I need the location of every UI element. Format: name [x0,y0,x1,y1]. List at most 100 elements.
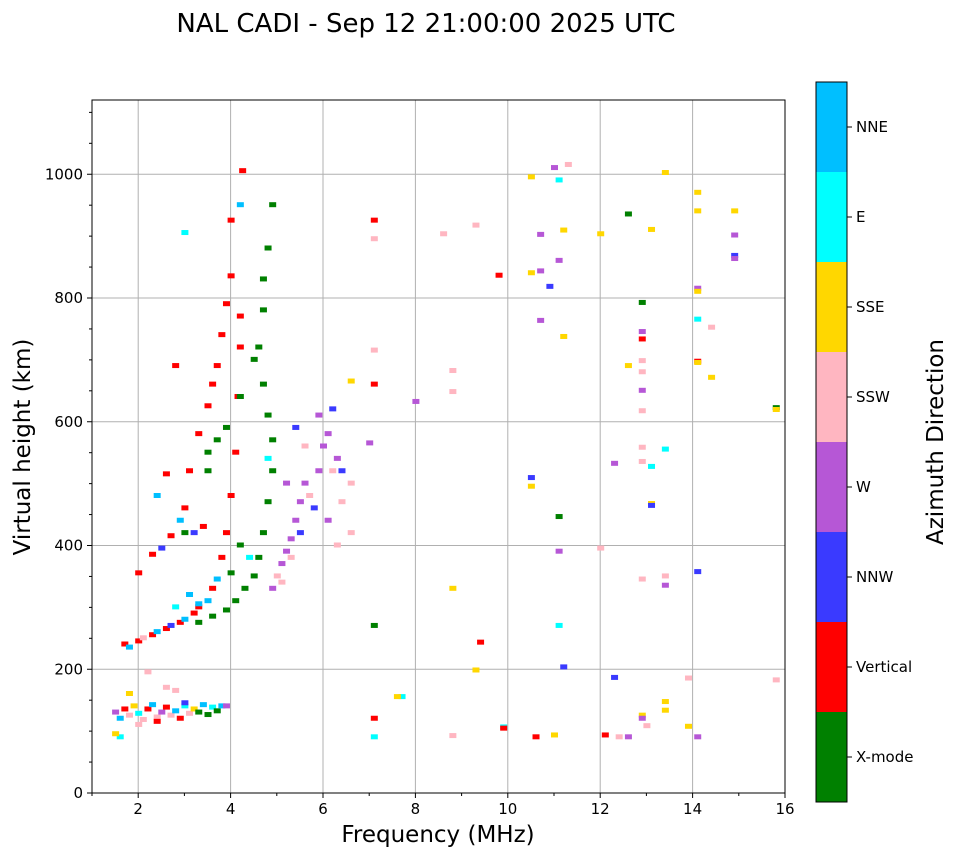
data-point-vertical [236,344,244,350]
data-point-x-mode [236,542,244,548]
data-point-vertical [135,638,143,644]
y-tick-label: 600 [54,413,83,431]
data-point-w [731,256,739,262]
data-point-sse [527,483,535,489]
data-point-w [537,231,545,237]
data-point-w [638,715,646,721]
colorbar-swatch-nnw [816,532,847,622]
data-point-vertical [370,381,378,387]
data-point-ssw [287,554,295,560]
data-point-ssw [449,733,457,739]
data-point-nne [195,601,203,607]
data-point-vertical [121,706,129,712]
data-point-ssw [638,444,646,450]
y-tick-label: 1000 [45,165,83,183]
data-point-x-mode [259,307,267,313]
data-point-sse [551,732,558,738]
data-point-vertical [135,570,143,576]
data-point-nnw [338,468,346,474]
data-point-x-mode [259,381,267,387]
data-point-e [209,704,217,710]
data-point-x-mode [204,712,212,718]
data-point-nne [204,598,212,604]
data-point-w [555,548,563,554]
data-point-ssw [638,576,646,582]
data-point-e [648,463,656,469]
data-point-ssw [167,712,175,718]
data-point-nne [181,616,189,622]
data-point-w [694,734,702,740]
x-tick-label: 14 [683,800,702,818]
data-points [112,161,780,740]
data-point-vertical [144,706,152,712]
data-point-ssw [278,579,286,585]
data-point-w [412,398,420,404]
data-point-x-mode [209,613,217,619]
data-point-vertical [195,431,203,437]
data-point-ssw [638,369,646,375]
data-point-x-mode [227,570,235,576]
data-point-x-mode [204,449,212,455]
data-point-vertical [218,332,226,338]
data-point-w [315,468,323,474]
data-point-nne [116,715,124,721]
data-point-vertical [236,313,244,319]
colorbar-label-vertical: Vertical [856,658,912,676]
colorbar-swatch-ssw [816,352,847,442]
data-point-ssw [301,443,309,449]
data-point-nnw [190,530,198,536]
data-point-ssw [638,458,646,464]
colorbar-label-sse: SSE [856,298,885,316]
data-point-nnw [611,674,619,680]
data-point-ssw [772,677,780,683]
data-point-w [283,548,291,554]
data-point-w [320,443,327,449]
data-point-ssw [449,368,457,374]
data-point-w [324,431,332,437]
data-point-e [398,694,406,700]
data-point-vertical [500,725,508,731]
data-point-ssw [370,347,378,353]
data-point-w [292,517,300,523]
data-point-sse [638,712,646,718]
data-point-sse [694,288,702,294]
colorbar: X-mode Vertical NNW W SSW SSE E NNE [815,81,913,803]
data-point-e [172,604,180,610]
data-point-ssw [333,542,341,548]
data-point-w [296,499,304,505]
x-axis-label: Frequency (MHz) [341,822,534,848]
y-axis-label: Virtual height (km) [10,339,36,556]
data-point-vertical [209,381,217,387]
data-point-vertical [162,704,170,710]
data-point-x-mode [259,276,267,282]
data-point-sse [694,189,702,195]
data-point-x-mode [638,299,646,305]
data-point-w [301,480,309,486]
data-point-nne [149,702,157,708]
data-point-e [135,710,143,716]
data-point-sse [661,707,669,713]
data-point-x-mode [222,424,230,430]
data-point-x-mode [259,530,267,536]
colorbar-label-x-mode: X-mode [856,748,913,766]
data-point-vertical [532,734,540,740]
x-tick-label: 4 [226,800,236,818]
data-point-e [246,554,254,560]
y-tick-label: 800 [54,289,83,307]
data-point-x-mode [269,437,277,443]
colorbar-swatch-w [816,442,847,532]
data-point-x-mode [181,530,189,536]
data-point-nne [218,703,226,709]
data-point-nne [176,517,184,523]
colorbar-label: Azimuth Direction [923,339,949,545]
data-point-w [269,585,277,591]
data-point-ssw [306,493,314,498]
data-point-sse [347,378,355,384]
data-point-x-mode [264,245,272,251]
data-point-sse [661,699,669,705]
data-point-ssw [661,573,669,579]
data-point-nne [153,629,161,635]
data-point-ssw [186,710,194,716]
data-point-nnw [527,475,535,481]
data-point-vertical [204,403,212,409]
